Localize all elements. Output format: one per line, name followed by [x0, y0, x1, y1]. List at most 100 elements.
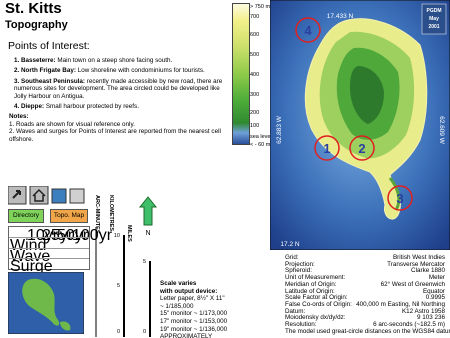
lon-label: 62.883 W: [276, 115, 283, 144]
poi-text: Small harbour protected by reefs.: [45, 103, 139, 111]
metadata-row: Latitude of Origin: Equator: [285, 287, 445, 296]
metadata-row: Projection: Transverse Mercator: [285, 260, 445, 269]
scale-axis-label: KILOMETRES: [108, 195, 114, 231]
metadata-row: Unit of Measurement: Meter: [285, 274, 445, 282]
logo-text: 2001: [428, 24, 439, 30]
poi-marker-label: 2: [358, 141, 365, 156]
poi-item: 2. North Frigate Bay: Low shoreline with…: [14, 67, 228, 74]
poi-label: 3. Southeast Peninsula:: [14, 77, 86, 85]
scale-axis-label: ARC-MINUTES: [94, 195, 100, 234]
metadata-value: Equator: [422, 287, 445, 295]
north-arrow: [138, 196, 158, 226]
metadata-key: Meridian of Origin:: [285, 280, 337, 288]
notes: Notes: 1. Roads are shown for visual refe…: [9, 113, 228, 143]
metadata-key: Datum:: [285, 307, 306, 315]
metadata-value: Meter: [428, 274, 445, 282]
metadata-value: 9 103 236: [416, 314, 445, 322]
metadata-value: Clarke 1880: [411, 267, 445, 275]
lon-label: 62.609 W: [438, 116, 445, 145]
scale-note-line: Letter paper, 8½" X 11": [160, 295, 225, 303]
poi-marker: [387, 185, 413, 211]
poi-text: Low shoreline with condominiums for tour…: [77, 67, 205, 75]
scale-axis-label: MILES: [126, 225, 132, 242]
map[interactable]: 17.433 N 17.2 N 62.883 W 62.609 W PGDM May 200…: [270, 0, 450, 250]
metadata-row: Grid: British West Indies: [285, 254, 445, 262]
scale-note-line: 19" monitor ~ 1/136,000: [160, 325, 228, 333]
legend-label: 600: [250, 32, 260, 38]
metadata-key: Grid:: [285, 254, 299, 261]
scale-note-line: with output device:: [160, 287, 218, 295]
hazard-table: 10yr 25yr 50yr 100yr Wind Wave Surge: [8, 226, 112, 275]
metadata-key: Moiodensky dx/dy/dz:: [285, 314, 346, 322]
table-row-line: [9, 247, 89, 249]
north-label: N: [145, 230, 150, 237]
legend: > 750 m 700 600 500 400 300 200 100 sea level < -…: [250, 0, 272, 150]
km-tick-label: 0: [117, 329, 120, 335]
table-column: 10yr: [27, 227, 59, 244]
table-row-line: [9, 237, 89, 238]
legend-label: 500: [250, 52, 260, 58]
poi-item: 4. Dieppe: Small harbour protected by re…: [14, 103, 228, 110]
metadata-key: Projection:: [285, 260, 315, 268]
mi-tick-label: 0: [143, 329, 146, 335]
legend-label: 100: [250, 123, 260, 129]
metadata-row: Scale Factor at Origin: 0.9995: [285, 295, 445, 302]
metadata-value: 62° West of Greenwich: [380, 280, 445, 288]
table-row-label: Wind: [10, 237, 47, 254]
metadata-value: K12 Astro 1958: [401, 307, 445, 315]
table-row-label: Wave: [10, 247, 51, 265]
metadata-row: Resolution: 6 arc-seconds (~182.5 m): [285, 321, 445, 329]
table-column: 100yr: [72, 227, 113, 244]
scale-note-line: 15" monitor ~ 1/173,000: [160, 310, 228, 318]
table-column: 50yr: [57, 227, 89, 244]
metadata-row: Spheroid: Clarke 1880: [285, 268, 445, 275]
metadata-value: 6 arc-seconds (~182.5 m): [373, 321, 445, 329]
scale-note: Scale varies with output device: Letter pa…: [160, 280, 227, 338]
metadata-row: Meridian of Origin: 62° West of Greenwich: [285, 280, 445, 289]
table-column: 25yr: [42, 227, 74, 244]
metadata-value: British West Indies: [392, 254, 445, 261]
legend-bar: [232, 3, 250, 145]
scale-note-line: Scale varies: [160, 280, 197, 287]
table-row-label: Surge: [10, 258, 53, 275]
mini-map[interactable]: [8, 272, 84, 334]
poi-marker-label: 3: [396, 191, 403, 206]
poi-marker: [314, 135, 340, 161]
scale-note-line: 17" monitor ~ 1/153,000: [160, 317, 228, 325]
metadata-key: Scale Factor at Origin:: [285, 294, 348, 302]
note-item: 2. Waves and surges for Points of Intere…: [9, 128, 221, 143]
km-tick-label: 10: [114, 233, 120, 239]
scale-note-line: APPROXIMATELY: [160, 333, 213, 338]
poi-label: 4. Dieppe:: [14, 103, 45, 111]
directory-button[interactable]: Directory: [8, 209, 44, 223]
metadata-row: Datum: K12 Astro 1958: [285, 307, 445, 316]
metadata-key: Resolution:: [285, 321, 317, 329]
metadata-value: 0.9995: [425, 294, 445, 302]
logo-text: PGDM: [427, 8, 442, 14]
legend-label: 400: [250, 72, 260, 78]
metadata-key: Unit of Measurement:: [285, 274, 346, 282]
metadata-key: Latitude of Origin:: [285, 287, 335, 295]
legend-label: 200: [250, 110, 260, 116]
poi-marker: [349, 135, 375, 161]
metadata-key: False Co-ords of Origin:: [285, 300, 352, 308]
poi-marker: [295, 17, 321, 43]
subtitle: Topography: [5, 19, 68, 31]
legend-label: 300: [250, 92, 260, 98]
note-item: 1. Roads are shown for visual reference …: [9, 120, 135, 128]
notes-heading: Notes:: [9, 113, 29, 121]
poi-text: recently made accessible by new road, th…: [14, 77, 223, 100]
toolbar-icons[interactable]: [8, 186, 88, 206]
lat-label: 17.2 N: [280, 241, 299, 248]
poi-marker-label: 1: [323, 141, 330, 156]
poi-item: 1. Basseterre: Main town on a steep shor…: [14, 57, 228, 64]
poi-text: Main town on a steep shore facing south.: [57, 57, 173, 64]
logo-text: May: [429, 16, 439, 22]
km-tick-label: 5: [117, 283, 120, 289]
topo-map-button[interactable]: Topo. Map: [50, 209, 88, 223]
legend-label: < - 60 m: [250, 142, 271, 148]
metadata-row: Moiodensky dx/dy/dz: 9 103 236: [285, 315, 445, 322]
metadata-value: Transverse Mercator: [387, 260, 445, 268]
poi-marker-label: 4: [304, 23, 312, 38]
